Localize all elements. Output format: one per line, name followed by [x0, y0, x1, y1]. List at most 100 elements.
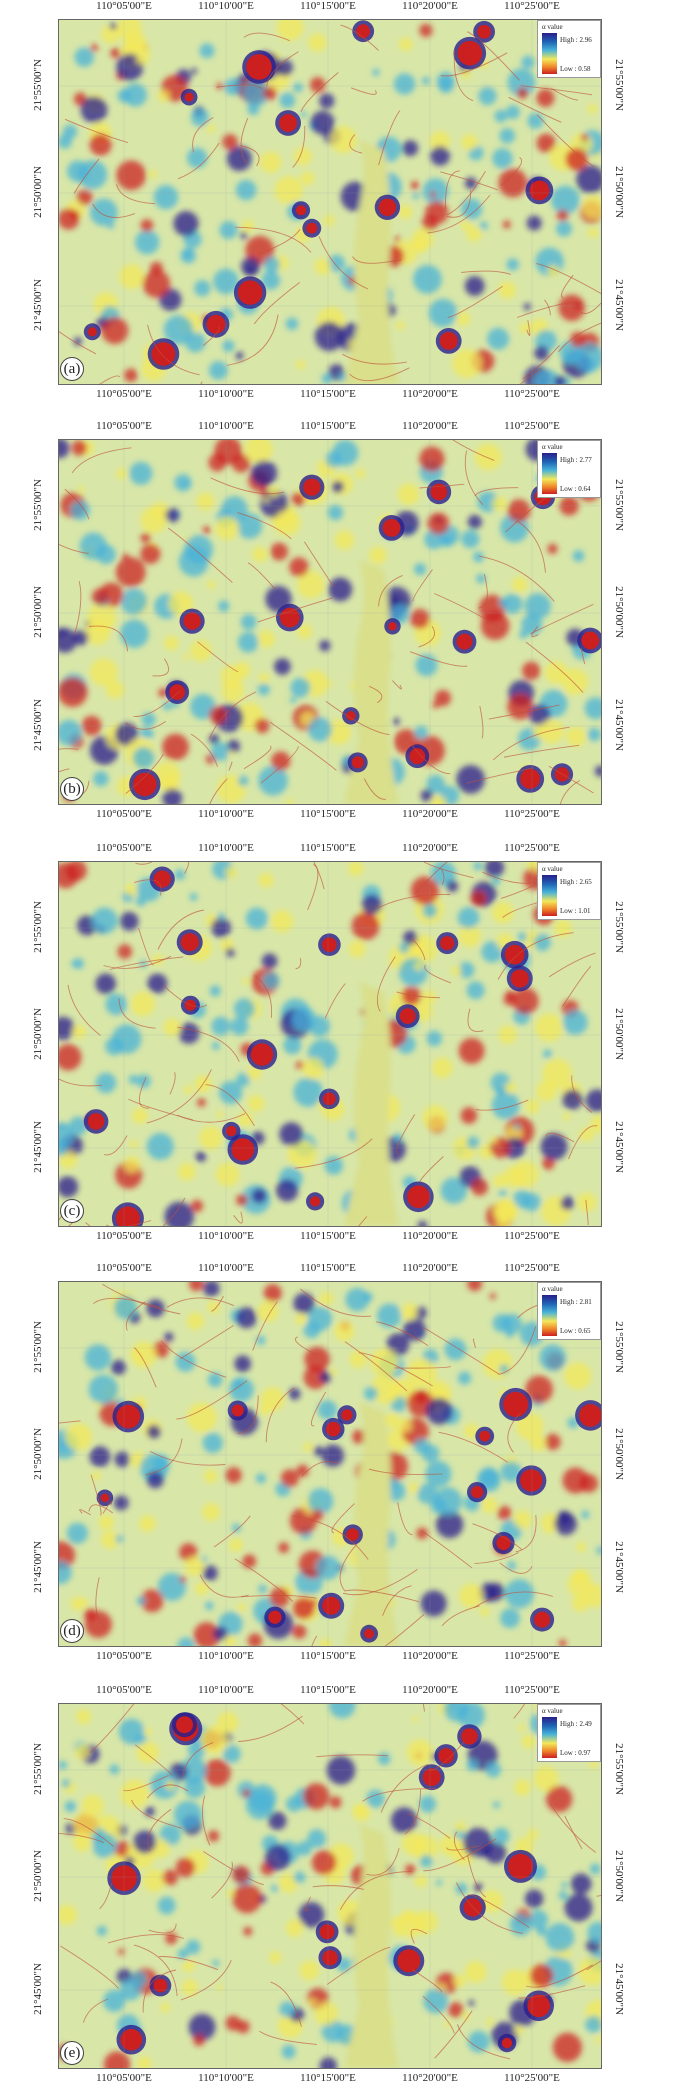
- top-longitude-label: 110°10'00"E: [198, 420, 254, 432]
- raster-cell: [286, 798, 294, 804]
- raster-cell: [180, 247, 196, 264]
- raster-cell: [224, 866, 237, 879]
- raster-cell: [533, 369, 561, 384]
- raster-cell: [113, 1495, 129, 1511]
- alpha-value-field: [59, 862, 601, 1226]
- raster-cell: [165, 508, 180, 523]
- road-line: [531, 626, 539, 637]
- road-line: [134, 1744, 173, 1776]
- raster-cell: [91, 907, 118, 934]
- bottom-longitude-label: 110°15'00"E: [300, 2072, 356, 2084]
- raster-cell: [303, 1442, 313, 1452]
- road-line: [237, 512, 292, 540]
- raster-cell: [103, 1989, 126, 2013]
- raster-cell: [545, 1923, 575, 1952]
- raster-cell: [90, 198, 118, 227]
- raster-cell: [186, 1939, 201, 1955]
- raster-cell: [87, 603, 117, 633]
- raster-cell: [558, 294, 585, 321]
- road-line: [466, 767, 534, 784]
- raster-cell: [278, 1542, 290, 1554]
- raster-cell: [314, 321, 344, 351]
- raster-cell: [59, 134, 72, 149]
- raster-cell: [505, 105, 520, 120]
- low-alpha-core: [120, 2028, 143, 2051]
- raster-cell: [146, 1132, 174, 1160]
- raster-cell: [225, 947, 235, 957]
- raster-cell: [517, 932, 528, 942]
- road-line: [423, 1838, 497, 1872]
- raster-cell: [270, 542, 288, 561]
- raster-cell: [115, 557, 146, 588]
- raster-cell: [247, 1065, 262, 1081]
- raster-cell: [414, 563, 427, 576]
- raster-cell: [174, 474, 192, 492]
- raster-cell: [562, 1089, 583, 1110]
- road-line: [475, 1099, 529, 1111]
- low-alpha-core: [378, 198, 397, 216]
- road-line: [513, 1704, 525, 1719]
- raster-cell: [561, 668, 589, 695]
- panel-label: (a): [60, 357, 84, 381]
- road-line: [419, 1156, 444, 1183]
- raster-cell: [200, 1725, 229, 1754]
- raster-cell: [556, 220, 572, 237]
- road-line: [498, 1326, 537, 1375]
- raster-cell: [395, 321, 405, 330]
- raster-cell: [251, 1188, 267, 1204]
- raster-cell: [492, 148, 513, 169]
- raster-cell: [206, 580, 216, 589]
- raster-cell: [319, 640, 331, 652]
- raster-cell: [203, 1282, 220, 1297]
- raster-cell: [149, 170, 158, 179]
- raster-cell: [576, 165, 601, 194]
- raster-cell: [498, 281, 516, 299]
- raster-cell: [281, 2044, 296, 2059]
- raster-cell: [160, 2002, 171, 2013]
- raster-cell: [173, 1800, 203, 1830]
- top-longitude-label: 110°20'00"E: [402, 420, 458, 432]
- raster-cell: [458, 1038, 485, 1064]
- raster-cell: [414, 1390, 428, 1404]
- road-line: [536, 114, 595, 168]
- left-latitude-label: 21°50'00"N: [32, 166, 44, 218]
- bottom-longitude-label: 110°10'00"E: [198, 2072, 254, 2084]
- road-line: [467, 31, 520, 81]
- legend-low-value: Low : 0.97: [560, 1749, 591, 1757]
- low-alpha-core: [351, 756, 364, 769]
- map-panel: 110°05'00"E 110°10'00"E 110°15'00"E 110°20'…: [0, 1262, 700, 1678]
- left-latitude-label: 21°45'00"N: [32, 699, 44, 751]
- raster-cell: [410, 181, 420, 190]
- alpha-value-raster-map: [58, 19, 602, 385]
- road-line: [440, 171, 498, 191]
- raster-cell: [319, 93, 335, 109]
- raster-cell: [472, 551, 484, 563]
- raster-cell: [245, 1791, 275, 1820]
- legend: α value High : 2.81 Low : 0.65: [537, 1282, 601, 1340]
- raster-cell: [237, 631, 259, 653]
- graticule: [59, 440, 601, 804]
- raster-cell: [210, 742, 230, 761]
- raster-cell: [123, 83, 147, 107]
- raster-cell: [504, 1082, 516, 1094]
- raster-cell: [164, 635, 179, 651]
- raster-cell: [487, 1583, 505, 1601]
- raster-cell: [436, 71, 455, 90]
- low-alpha-core: [183, 612, 201, 630]
- low-alpha-core: [382, 519, 401, 537]
- low-alpha-core: [169, 684, 186, 700]
- raster-cell: [348, 862, 364, 877]
- raster-cell: [492, 901, 514, 924]
- road-line: [422, 1995, 455, 2034]
- raster-cell: [213, 1626, 228, 1641]
- raster-cell: [539, 1344, 566, 1371]
- road-line: [116, 184, 156, 205]
- low-alpha-core: [87, 327, 97, 337]
- raster-cell: [328, 1704, 356, 1719]
- raster-cell: [159, 1824, 181, 1846]
- raster-cell: [235, 179, 257, 201]
- raster-cell: [500, 1461, 522, 1482]
- road-line: [311, 1391, 327, 1427]
- raster-cell: [526, 215, 542, 231]
- raster-cell: [164, 1201, 194, 1226]
